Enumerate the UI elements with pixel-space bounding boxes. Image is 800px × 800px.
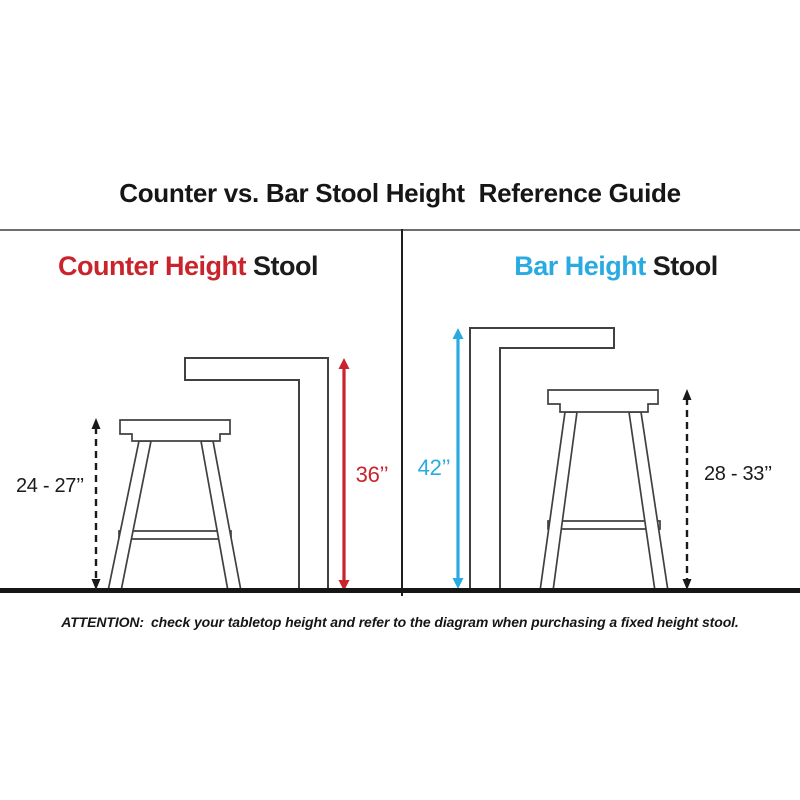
bar-stool-arrow-bottom-head [682,579,692,590]
bar-heading-rest: Stool [645,251,719,281]
counter-stool-left-leg [106,440,153,592]
bar-stool-seat [547,389,659,413]
counter-stool-height-arrow [91,418,101,590]
counter-heading-rest: Stool [246,251,319,281]
bar-table-outline [469,327,615,592]
bar-surface-height-label: 42’’ [417,455,451,480]
counter-heading-accent: Counter Height [58,251,247,281]
bar-table-drawing [469,327,615,592]
counter-height-arrow-bottom-head [338,580,350,591]
bar-stool-arrow-top-head [682,389,692,400]
counter-height-arrow [338,358,350,591]
bar-section-heading: Bar Height Stool [416,251,800,282]
attention-text: check your tabletop height and refer to … [150,614,739,630]
counter-stool-arrow-bottom-head [91,579,101,590]
bar-stool-right-leg [628,411,669,592]
counter-surface-height-label: 36’’ [355,462,389,487]
counter-stool-rail [118,530,232,540]
section-divider-line [401,229,403,596]
diagram-title: Counter vs. Bar Stool Height Reference G… [119,178,681,208]
bar-stool-rail [547,520,661,530]
bar-height-arrow-bottom-head [452,578,464,589]
attention-label: ATTENTION: [61,614,144,630]
bar-stool-height-arrow [682,389,692,590]
bar-heading-accent: Bar Height [514,251,646,281]
bar-height-arrow [452,328,464,589]
counter-stool-arrow-top-head [91,418,101,429]
bar-stool-left-leg [539,411,578,592]
counter-stool-drawing [106,419,243,592]
bar-stool-height-label: 28 - 33’’ [703,463,773,485]
attention-note: ATTENTION: check your tabletop height and… [0,614,800,630]
counter-stool-height-label: 24 - 27’’ [15,475,85,497]
counter-stool-right-leg [199,440,243,592]
floor-line [0,588,800,593]
counter-stool-seat [119,419,231,442]
bar-height-arrow-top-head [452,328,464,339]
counter-height-arrow-top-head [338,358,350,369]
header-divider-line [0,229,800,231]
counter-section-heading: Counter Height Stool [0,251,388,282]
bar-stool-drawing [539,389,669,592]
